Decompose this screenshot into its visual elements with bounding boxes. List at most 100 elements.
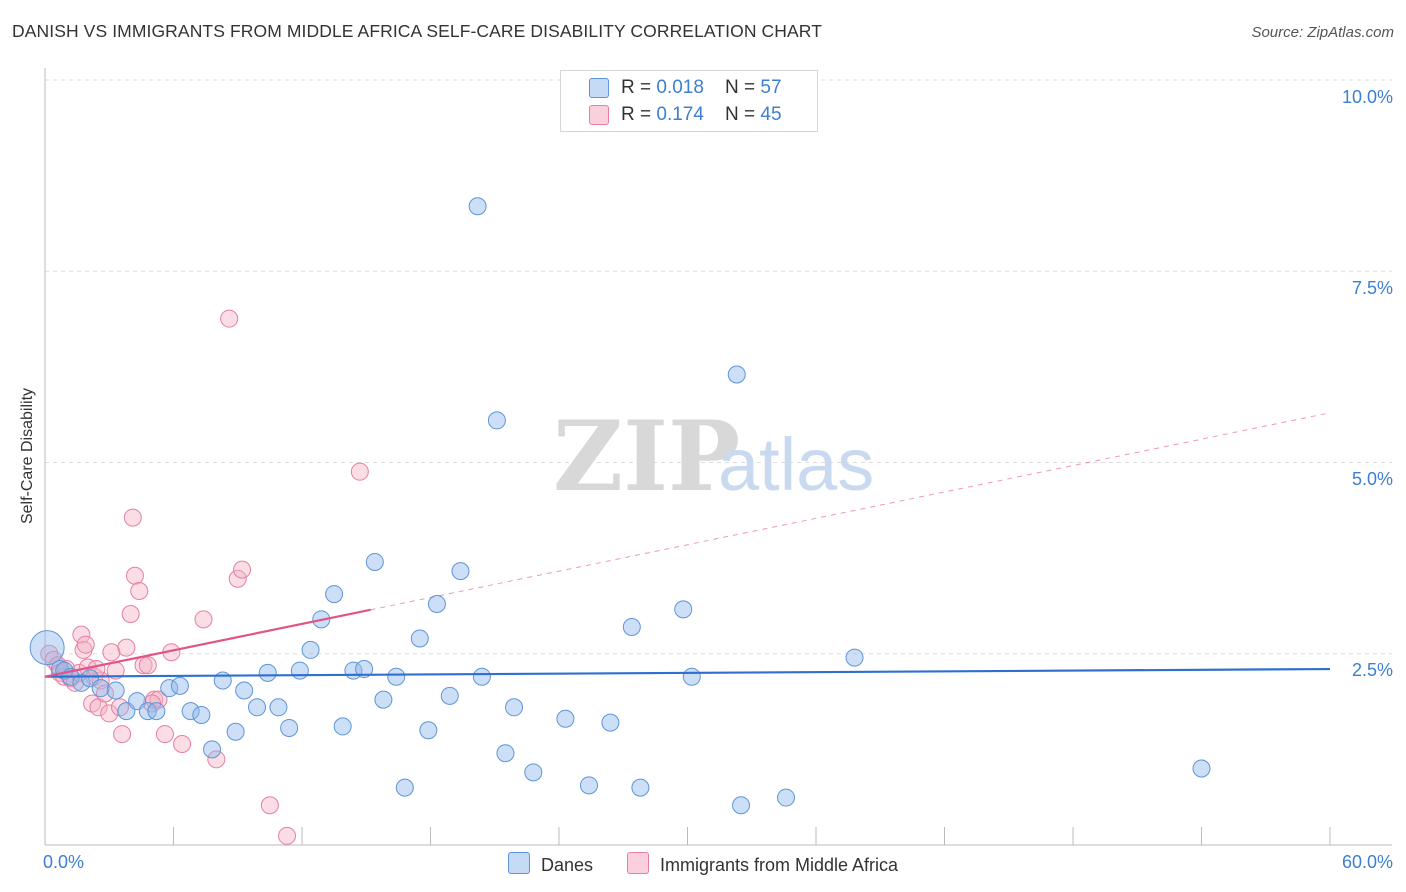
y-tick-label: 10.0%	[1341, 87, 1393, 107]
immigrants-r-value: 0.174	[656, 104, 704, 125]
immigrants-point	[260, 796, 279, 815]
immigrants-point	[76, 635, 95, 654]
danes-point	[365, 552, 384, 571]
danes-point	[682, 667, 701, 686]
y-tick-label: 2.5%	[1351, 660, 1393, 680]
danes-n-value: 57	[760, 77, 782, 98]
danes-point	[631, 778, 650, 797]
danes-point	[1192, 759, 1211, 778]
immigrants-point	[233, 560, 252, 579]
danes-point	[395, 778, 414, 797]
immigrants-legend-swatch-icon	[627, 852, 649, 874]
danes-point	[440, 686, 459, 705]
legend-item-immigrants: Immigrants from Middle Africa	[627, 852, 898, 876]
immigrants-point	[194, 610, 213, 629]
danes-point	[203, 740, 222, 759]
danes-point	[269, 698, 288, 717]
immigrants-point	[173, 735, 192, 754]
chart-source: Source: ZipAtlas.com	[1251, 24, 1394, 41]
immigrants-point	[125, 566, 144, 585]
immigrants-swatch-icon	[589, 105, 609, 125]
danes-point	[280, 718, 299, 737]
legend-label-immigrants: Immigrants from Middle Africa	[660, 855, 899, 875]
danes-point	[524, 763, 543, 782]
danes-point	[674, 600, 693, 619]
danes-point	[325, 585, 344, 604]
immigrants-point	[228, 569, 247, 588]
danes-point	[622, 617, 641, 636]
series-danes-points	[29, 197, 1211, 815]
danes-point	[106, 681, 125, 700]
danes-point	[472, 667, 491, 686]
danes-point	[333, 717, 352, 736]
danes-n-label: N =	[725, 77, 761, 98]
danes-point	[427, 595, 446, 614]
danes-point	[505, 698, 524, 717]
immigrants-n-value: 45	[760, 104, 782, 125]
danes-point	[451, 562, 470, 581]
danes-point	[181, 702, 200, 721]
immigrants-point	[130, 582, 149, 601]
immigrants-point	[155, 725, 174, 744]
legend-label-danes: Danes	[541, 855, 594, 875]
danes-point	[160, 679, 179, 698]
immigrants-point	[72, 625, 91, 644]
series-immigrants-points	[40, 309, 369, 845]
danes-point	[601, 713, 620, 732]
danes-point	[29, 630, 65, 666]
danes-point	[192, 705, 211, 724]
danes-r-label: R =	[621, 77, 657, 98]
danes-point	[727, 365, 746, 384]
danes-point	[72, 673, 91, 692]
danes-point	[290, 661, 309, 680]
danes-point	[410, 629, 429, 648]
danes-point	[91, 679, 110, 698]
danes-point	[419, 721, 438, 740]
chart-title: DANISH VS IMMIGRANTS FROM MIDDLE AFRICA …	[12, 21, 823, 41]
immigrants-point	[113, 725, 132, 744]
danes-point	[226, 722, 245, 741]
immigrants-trendline-extension	[370, 412, 1331, 611]
danes-point	[468, 197, 487, 216]
danes-point	[732, 796, 751, 815]
x-tick-label-min: 0.0%	[43, 852, 85, 872]
immigrants-point	[138, 656, 157, 675]
danes-r-value: 0.018	[656, 77, 704, 98]
watermark-atlas: atlas	[718, 423, 874, 506]
y-tick-label: 7.5%	[1351, 278, 1393, 298]
danes-point	[147, 702, 166, 721]
danes-point	[301, 640, 320, 659]
danes-point	[170, 676, 189, 695]
immigrants-point	[102, 643, 121, 662]
danes-point	[355, 660, 374, 679]
immigrants-point	[278, 826, 297, 845]
danes-trendline	[44, 667, 1331, 678]
danes-point	[777, 788, 796, 807]
danes-point	[556, 709, 575, 728]
immigrants-point	[350, 462, 369, 481]
immigrants-point	[207, 750, 226, 769]
immigrants-n-label: N =	[725, 104, 761, 125]
immigrants-point	[121, 604, 140, 623]
immigrants-point	[220, 309, 239, 328]
x-tick-label-max: 60.0%	[1341, 852, 1393, 872]
danes-legend-swatch-icon	[508, 852, 530, 874]
danes-point	[579, 776, 598, 795]
watermark-zip: ZIP	[553, 400, 740, 513]
stats-legend: R = 0.018 N = 57 R = 0.174 N = 45	[560, 70, 818, 132]
danes-point	[387, 667, 406, 686]
danes-swatch-icon	[589, 78, 609, 98]
danes-point	[235, 681, 254, 700]
legend-item-danes: Danes	[508, 852, 593, 876]
danes-point	[845, 648, 864, 667]
immigrants-point	[123, 508, 142, 527]
immigrants-trendline	[44, 608, 371, 678]
axes	[44, 68, 1392, 846]
danes-point	[248, 698, 267, 717]
danes-point	[487, 411, 506, 430]
immigrants-point	[117, 638, 136, 657]
danes-point	[374, 690, 393, 709]
y-tick-label: 5.0%	[1351, 469, 1393, 489]
